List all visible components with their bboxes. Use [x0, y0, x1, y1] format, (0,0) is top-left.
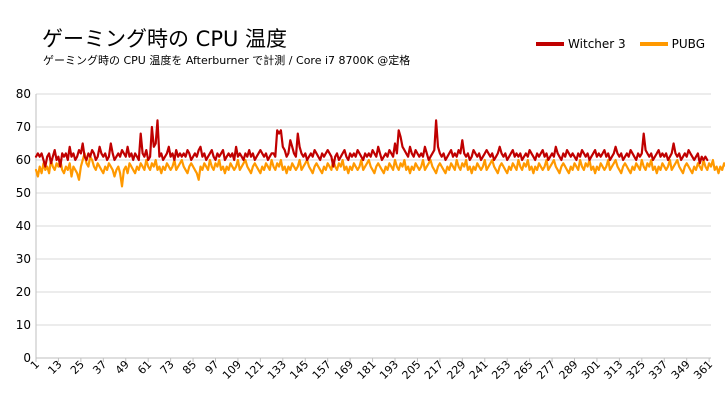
- x-tick-label: 205: [400, 358, 424, 382]
- legend-swatch-pubg: [639, 42, 668, 46]
- gridlines: [36, 93, 711, 359]
- legend: Witcher 3 PUBG: [536, 37, 705, 51]
- x-tick-label: 37: [90, 358, 109, 377]
- y-axis: 0 10 20 30 40 50 60 70 80: [16, 87, 37, 365]
- x-axis: 1 13 25 37 49 61 73 85 9710912113314515716918119…: [28, 357, 715, 382]
- legend-entry-pubg: PUBG: [639, 37, 705, 51]
- x-tick-label: 325: [624, 358, 648, 382]
- x-tick-label: 349: [669, 358, 693, 382]
- x-tick-label: 133: [265, 358, 289, 382]
- x-tick-label: 73: [158, 358, 177, 377]
- y-tick-label: 50: [16, 186, 31, 200]
- legend-entry-witcher3: Witcher 3: [536, 37, 626, 51]
- x-tick-label: 121: [242, 358, 266, 382]
- x-tick-label: 229: [444, 358, 468, 382]
- y-tick-label: 40: [16, 219, 31, 233]
- x-tick-label: 181: [355, 358, 379, 382]
- y-tick-label: 10: [16, 318, 31, 332]
- chart-subtitle: ゲーミング時の CPU 温度を Afterburner で計測 / Core i…: [43, 54, 411, 67]
- x-tick-label: 97: [203, 358, 222, 377]
- x-tick-label: 313: [601, 358, 625, 382]
- y-tick-label: 0: [23, 351, 31, 365]
- x-tick-label: 277: [534, 358, 558, 382]
- series-line-witcher3: [34, 119, 709, 168]
- x-tick-label: 61: [135, 358, 154, 377]
- x-tick-label: 265: [512, 358, 536, 382]
- legend-label-witcher3: Witcher 3: [568, 37, 626, 51]
- x-tick-label: 49: [113, 358, 132, 377]
- x-tick-label: 109: [220, 358, 244, 382]
- x-tick-label: 169: [332, 358, 356, 382]
- x-tick-label: 301: [579, 358, 603, 382]
- x-tick-label: 157: [310, 358, 334, 382]
- x-tick-label: 145: [287, 358, 311, 382]
- x-tick-label: 25: [68, 358, 87, 377]
- x-tick-label: 85: [180, 358, 199, 377]
- y-tick-label: 60: [16, 153, 31, 167]
- x-tick-label: 289: [557, 358, 581, 382]
- x-tick-label: 217: [422, 358, 446, 382]
- x-tick-label: 193: [377, 358, 401, 382]
- x-tick-label: 241: [467, 358, 491, 382]
- x-tick-label: 253: [489, 358, 513, 382]
- x-tick-label: 361: [691, 358, 715, 382]
- x-tick-label: 337: [646, 358, 670, 382]
- chart-title: ゲーミング時の CPU 温度: [42, 27, 288, 51]
- y-tick-label: 80: [16, 87, 31, 101]
- y-tick-label: 20: [16, 285, 31, 299]
- legend-label-pubg: PUBG: [671, 37, 705, 51]
- series-layer: [34, 119, 725, 188]
- series-line-pubg: [34, 152, 725, 188]
- x-tick-label: 13: [45, 358, 64, 377]
- y-tick-label: 70: [16, 120, 31, 134]
- x-tick-label: 1: [28, 358, 42, 372]
- legend-swatch-witcher3: [536, 42, 565, 46]
- y-tick-label: 30: [16, 252, 31, 266]
